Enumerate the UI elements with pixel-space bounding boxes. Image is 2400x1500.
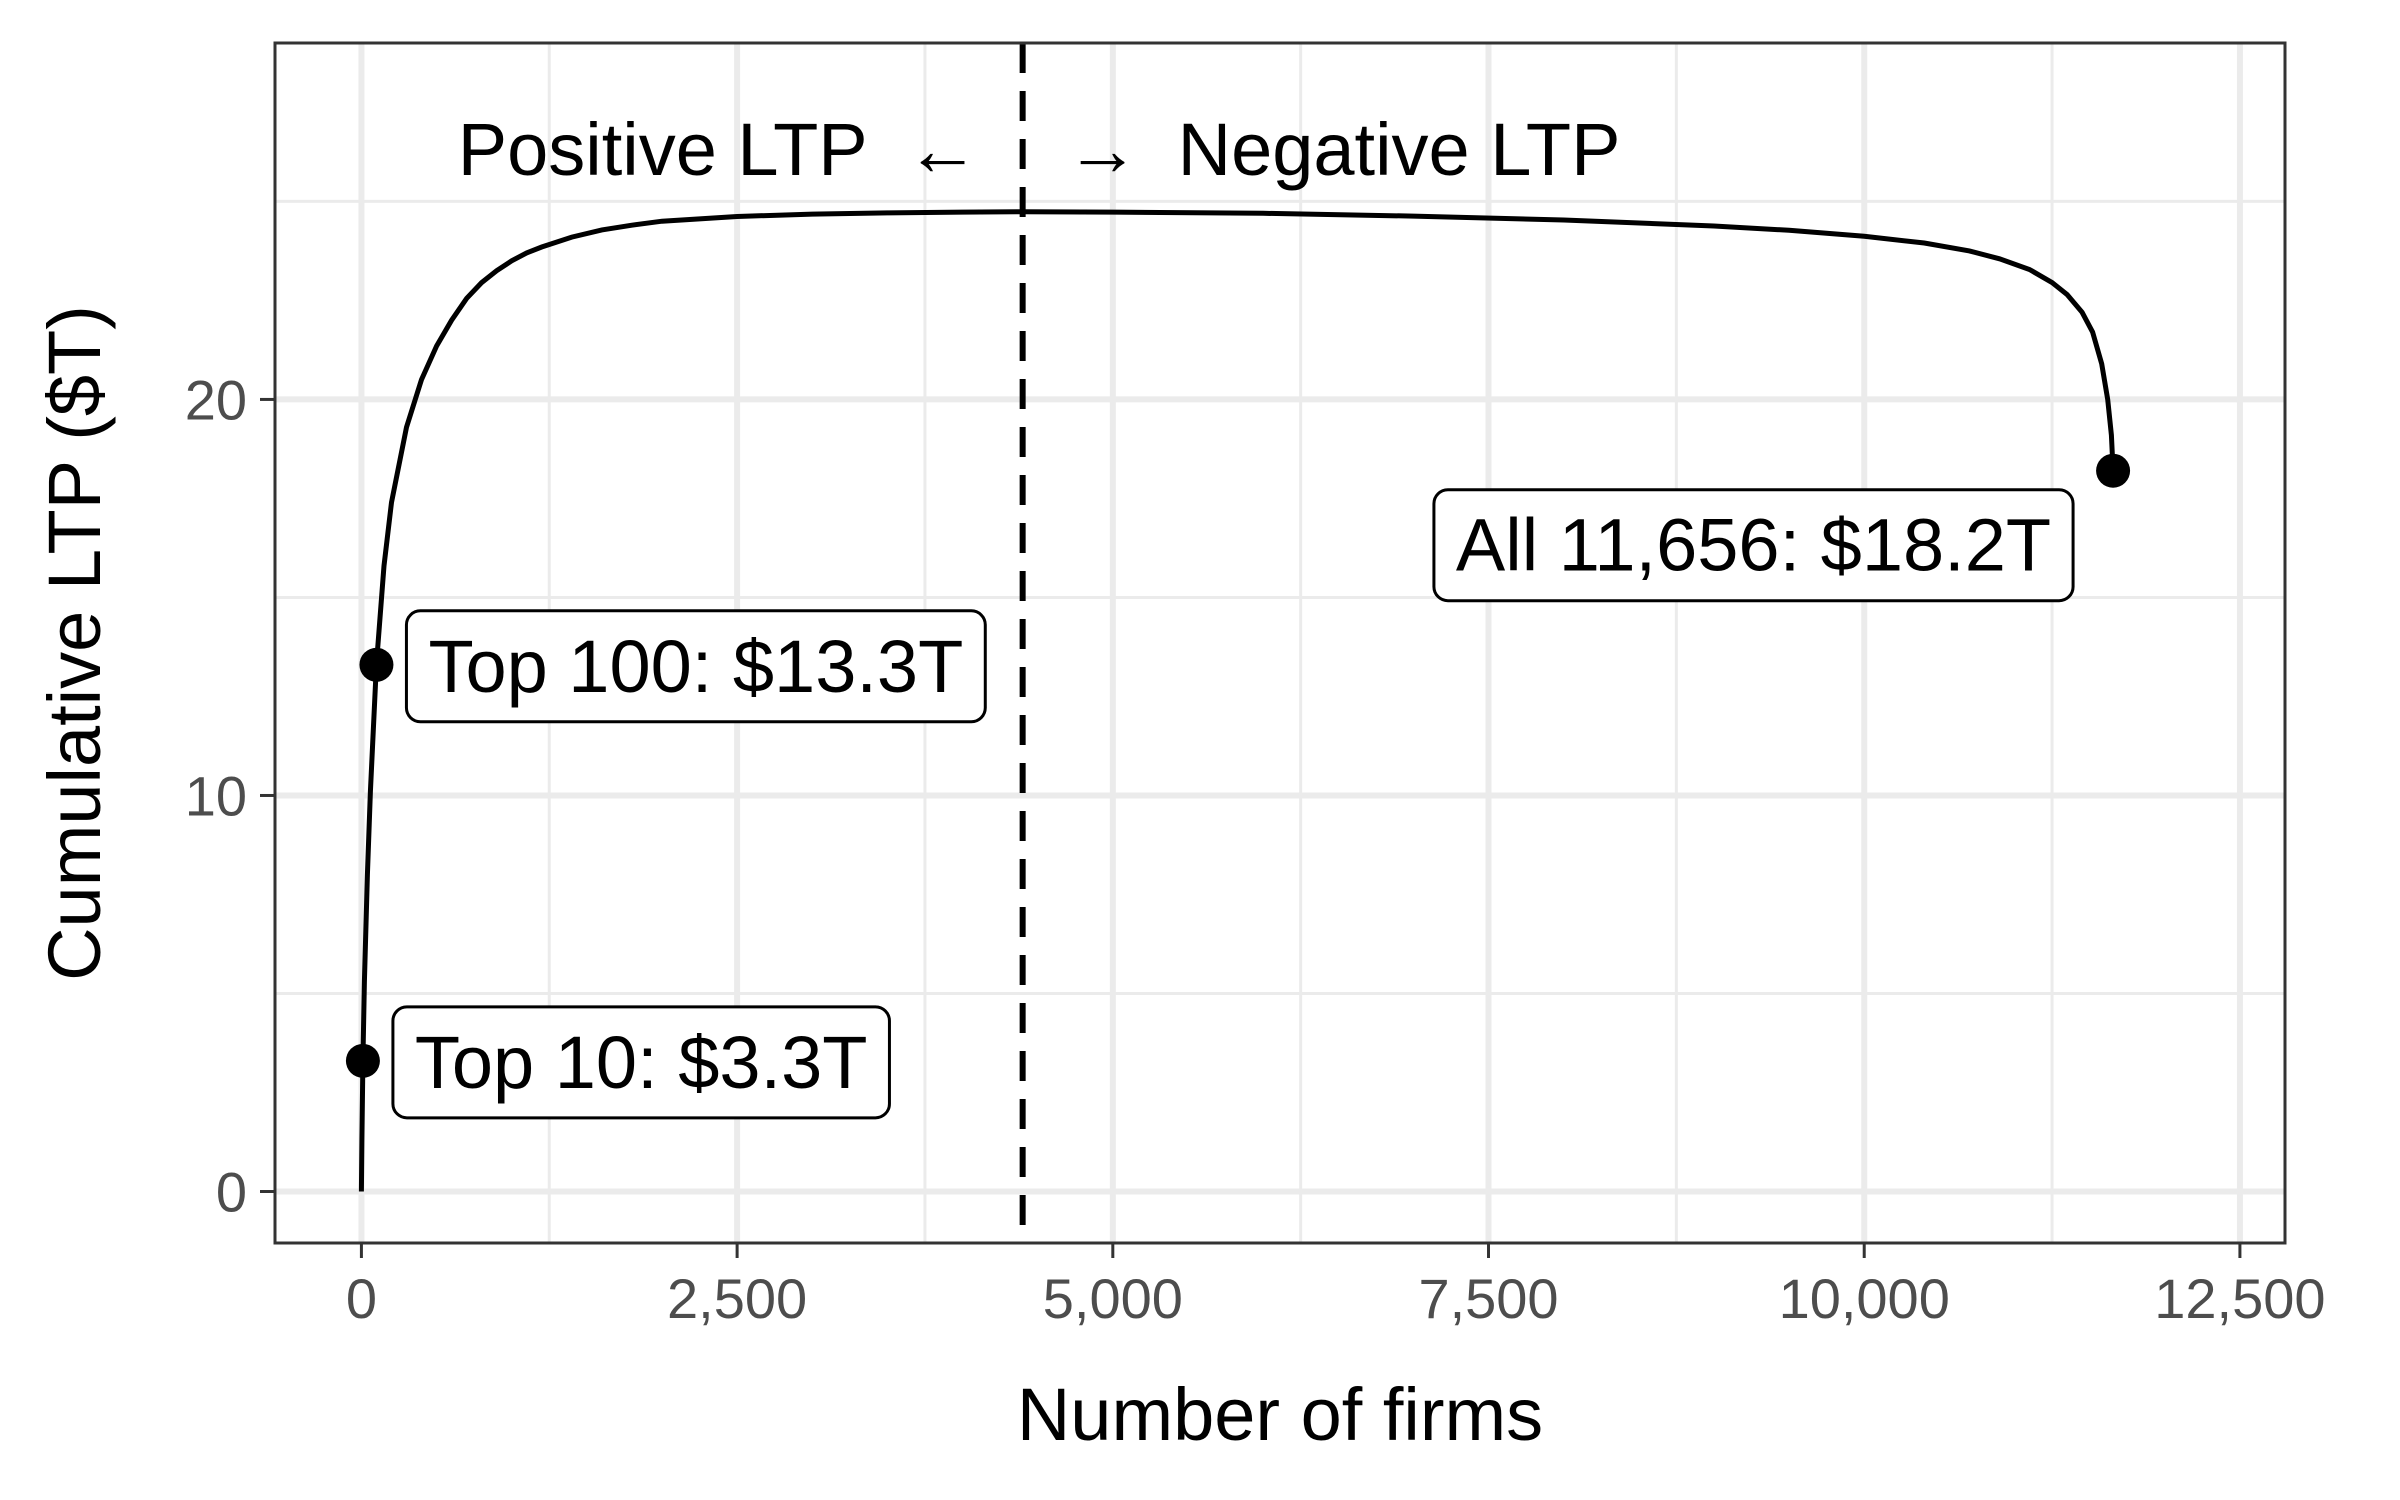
highlight-label-2: All 11,656: $18.2T <box>1432 488 2075 603</box>
highlight-point <box>2096 453 2131 488</box>
divider-annotation: Positive LTP ← → Negative LTP <box>458 108 1621 191</box>
label-text: Top 10: $3.3T <box>415 1021 868 1104</box>
highlight-labels: Top 10: $3.3T Top 100: $13.3T All 11,656: … <box>391 488 2075 1120</box>
x-tick-label: 12,500 <box>2154 1267 2325 1330</box>
positive-ltp-label: Positive LTP <box>458 108 868 191</box>
x-axis-title: Number of firms <box>1017 1373 1543 1456</box>
x-tick-label: 2,500 <box>667 1267 807 1330</box>
y-axis-title: Cumulative LTP ($T) <box>33 305 116 981</box>
x-axis: 0 2,500 5,000 7,500 10,000 12,500 <box>346 1243 2326 1330</box>
x-tick-label: 0 <box>346 1267 377 1330</box>
y-tick-label: 10 <box>185 764 247 827</box>
label-box <box>391 1005 891 1120</box>
series-line-cumulative-ltp <box>358 209 2116 1192</box>
plot-border <box>273 41 2287 1245</box>
highlight-label-1: Top 100: $13.3T <box>404 609 987 724</box>
label-text: Top 100: $13.3T <box>428 625 963 708</box>
x-tick-label: 7,500 <box>1418 1267 1558 1330</box>
highlight-point <box>345 1043 380 1078</box>
label-box <box>404 609 987 724</box>
negative-ltp-label: Negative LTP <box>1178 108 1621 191</box>
label-text: All 11,656: $18.2T <box>1456 504 2051 587</box>
highlight-label-0: Top 10: $3.3T <box>391 1005 891 1120</box>
arrow-left: ← <box>906 108 980 191</box>
x-tick-label: 5,000 <box>1043 1267 1183 1330</box>
y-axis: 0 10 20 <box>185 368 275 1224</box>
label-box <box>1432 488 2075 603</box>
x-tick-label: 10,000 <box>1779 1267 1950 1330</box>
highlight-point <box>359 647 394 682</box>
arrow-right: → <box>1066 108 1140 191</box>
y-tick-label: 20 <box>185 368 247 431</box>
highlight-points <box>345 453 2131 1078</box>
y-tick-label: 0 <box>216 1161 247 1224</box>
